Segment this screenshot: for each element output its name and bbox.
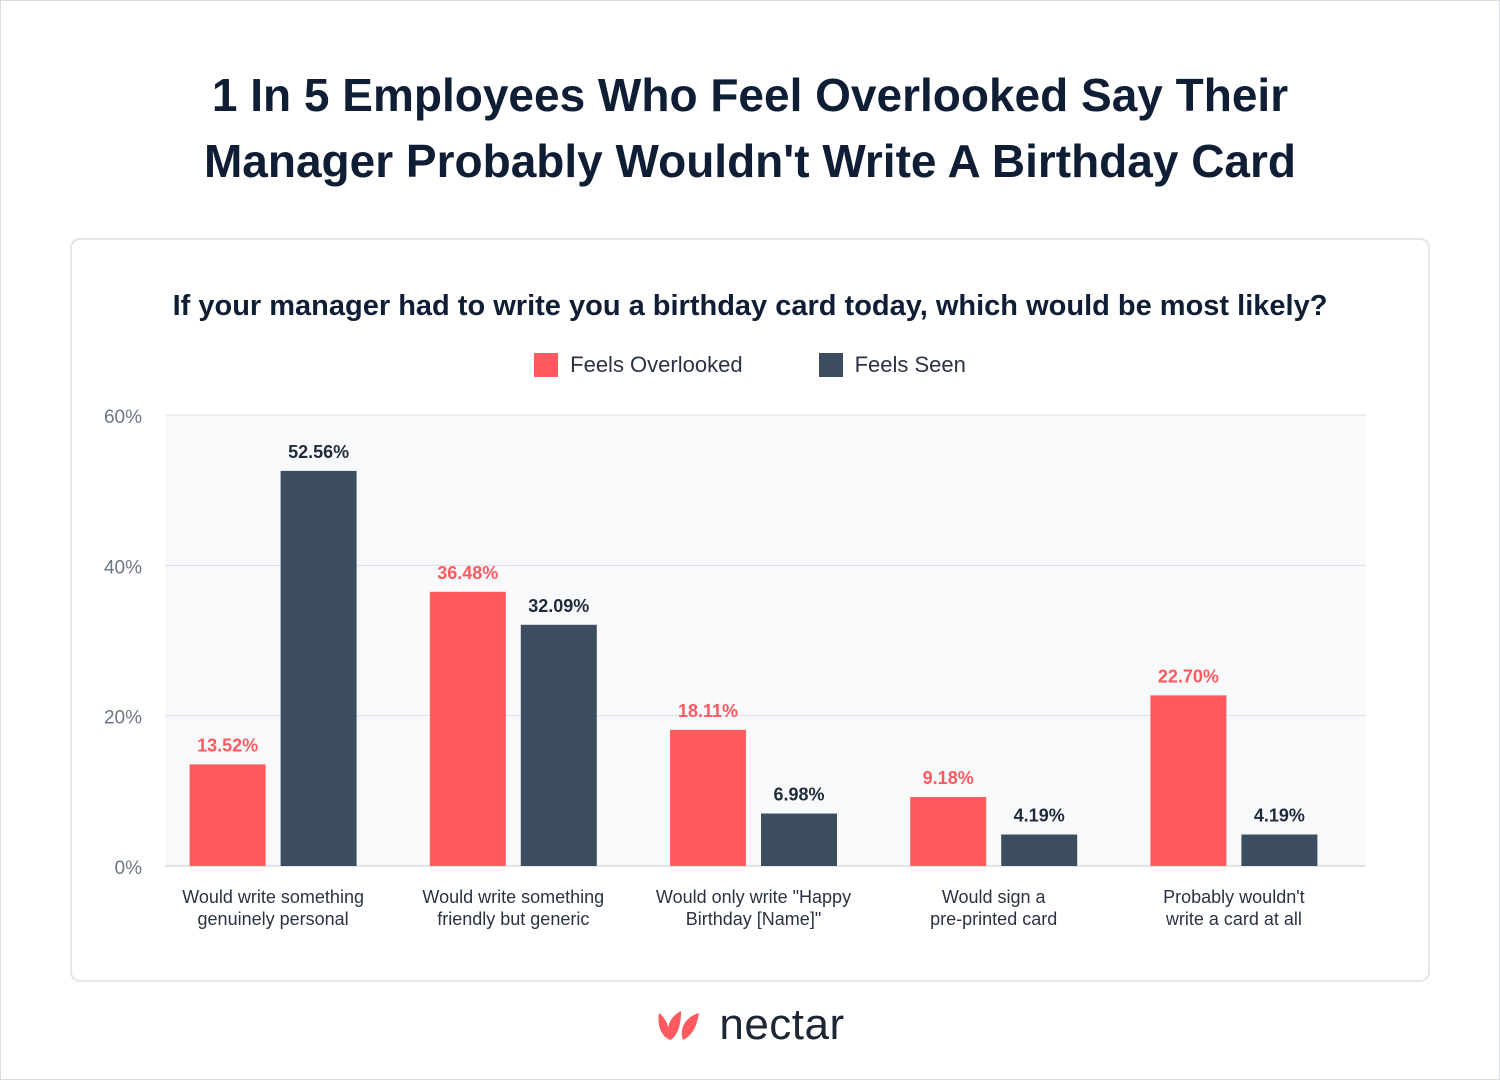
x-category-label: Would write something — [422, 887, 604, 907]
legend-item-overlooked: Feels Overlooked — [534, 352, 743, 378]
x-category-label: pre-printed card — [930, 909, 1057, 929]
bar-value-label: 9.18% — [923, 768, 974, 788]
brand-name: nectar — [719, 1000, 845, 1049]
brand-footer: nectar — [0, 1000, 1500, 1050]
x-category-label: Would sign a — [942, 887, 1047, 907]
bar — [1241, 834, 1318, 866]
bar — [761, 813, 837, 866]
legend-label-seen: Feels Seen — [854, 352, 966, 377]
chart-legend: Feels Overlooked Feels Seen — [0, 352, 1500, 378]
bar-value-label: 32.09% — [528, 596, 589, 616]
x-category-label: friendly but generic — [437, 909, 589, 929]
bar-value-label: 18.11% — [678, 701, 738, 721]
legend-item-seen: Feels Seen — [818, 352, 966, 378]
bar — [1150, 695, 1227, 866]
y-tick-label: 20% — [104, 708, 142, 729]
bar-value-label: 52.56% — [288, 442, 349, 462]
y-tick-label: 0% — [115, 858, 143, 879]
bar-value-label: 6.98% — [773, 785, 824, 805]
x-category-label: Would write something — [182, 887, 364, 907]
bar — [189, 764, 266, 866]
bar-value-label: 4.19% — [1254, 806, 1305, 826]
bar — [429, 591, 506, 866]
bar-value-label: 4.19% — [1014, 806, 1065, 826]
nectar-petals-logo-icon — [658, 1011, 700, 1040]
bar — [910, 796, 987, 866]
bar-value-label: 22.70% — [1158, 666, 1219, 686]
bar-value-label: 13.52% — [197, 735, 258, 755]
legend-swatch-overlooked — [534, 353, 559, 377]
bar — [1001, 834, 1078, 866]
bar — [280, 470, 357, 866]
x-category-label: write a card at all — [1165, 909, 1302, 929]
bar — [670, 729, 746, 866]
bar-value-label: 36.48% — [437, 563, 498, 583]
x-category-label: Would only write "Happy — [656, 887, 851, 907]
legend-swatch-seen — [818, 353, 843, 377]
chart-title: If your manager had to write you a birth… — [172, 290, 1328, 322]
bar — [520, 624, 597, 866]
page-title: 1 In 5 Employees Who Feel Overlooked Say… — [203, 69, 1297, 187]
y-tick-label: 60% — [104, 407, 142, 428]
x-category-label: Birthday [Name]" — [686, 909, 821, 929]
x-category-label: genuinely personal — [198, 909, 349, 929]
legend-label-overlooked: Feels Overlooked — [570, 352, 743, 377]
y-tick-label: 40% — [104, 557, 142, 578]
x-category-label: Probably wouldn't — [1163, 887, 1305, 907]
